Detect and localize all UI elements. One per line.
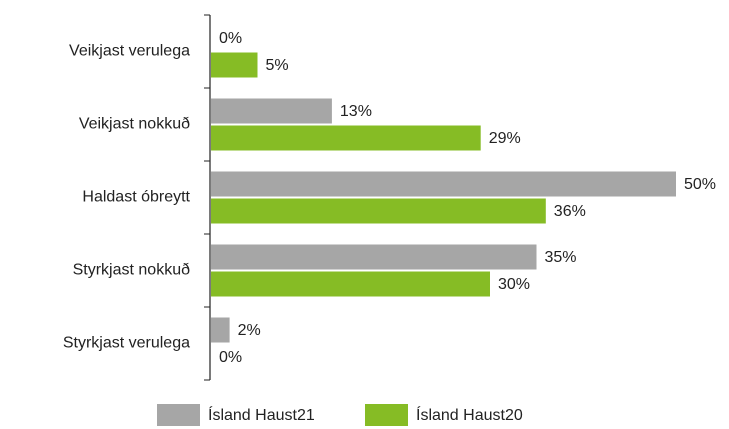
data-label: 5% (266, 57, 289, 74)
legend-label: Ísland Haust20 (416, 405, 523, 424)
data-label: 35% (545, 249, 577, 266)
bar (211, 98, 332, 124)
y-tick-label: Styrkjast verulega (63, 335, 190, 352)
bar (211, 171, 676, 197)
legend-label: Ísland Haust21 (208, 405, 315, 424)
bar (211, 271, 490, 297)
y-tick-label: Haldast óbreytt (82, 189, 190, 206)
data-label: 2% (238, 322, 261, 339)
bar (211, 244, 537, 270)
y-tick-label: Veikjast verulega (69, 43, 190, 60)
y-tick-label: Veikjast nokkuð (79, 116, 190, 133)
data-label: 29% (489, 130, 521, 147)
legend-swatch (365, 404, 408, 426)
data-label: 50% (684, 176, 716, 193)
bar (211, 198, 546, 224)
bar (211, 125, 481, 151)
y-tick-label: Styrkjast nokkuð (73, 262, 190, 279)
data-label: 36% (554, 203, 586, 220)
data-label: 0% (219, 349, 242, 366)
data-label: 0% (219, 30, 242, 47)
data-label: 30% (498, 276, 530, 293)
legend-swatch (157, 404, 200, 426)
bar (211, 317, 230, 343)
data-label: 13% (340, 103, 372, 120)
bar (211, 52, 258, 78)
